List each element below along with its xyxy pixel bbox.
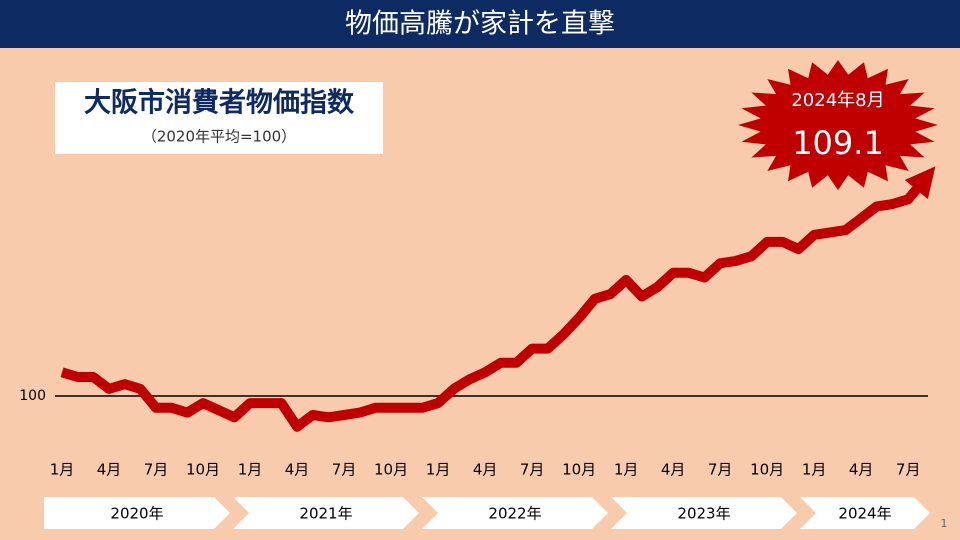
year-label: 2024年 xyxy=(838,505,891,523)
x-tick-label: 10月 xyxy=(750,461,784,479)
year-label: 2020年 xyxy=(110,505,163,523)
year-arrow xyxy=(233,497,419,529)
header-bar xyxy=(0,0,960,48)
data-line xyxy=(60,166,936,432)
x-tick-label: 4月 xyxy=(97,461,122,479)
chart-title: 大阪市消費者物価指数 xyxy=(84,87,355,119)
year-label: 2023年 xyxy=(677,505,730,523)
y-tick-label: 100 xyxy=(19,388,46,404)
x-tick-label: 4月 xyxy=(661,461,686,479)
x-tick-label: 10月 xyxy=(562,461,596,479)
x-tick-label: 10月 xyxy=(186,461,220,479)
year-label: 2022年 xyxy=(488,505,541,523)
year-label: 2021年 xyxy=(299,505,352,523)
x-tick-label: 4月 xyxy=(849,461,874,479)
x-tick-label: 1月 xyxy=(426,461,451,479)
value-label: 109.1 xyxy=(792,124,884,162)
year-arrow xyxy=(800,497,930,529)
x-tick-label: 7月 xyxy=(332,461,357,479)
year-arrow xyxy=(422,497,608,529)
callout-burst xyxy=(738,60,938,190)
x-tick-label: 7月 xyxy=(144,461,169,479)
x-tick-label: 1月 xyxy=(802,461,827,479)
x-tick-label: 7月 xyxy=(896,461,921,479)
x-tick-label: 1月 xyxy=(238,461,263,479)
x-tick-label: 10月 xyxy=(374,461,408,479)
title-box xyxy=(55,82,383,154)
x-tick-label: 1月 xyxy=(50,461,75,479)
callout-label: 2024年8月 xyxy=(791,90,884,111)
page-number: 1 xyxy=(941,517,948,530)
year-arrow xyxy=(44,497,230,529)
x-tick-label: 4月 xyxy=(473,461,498,479)
header-title: 物価高騰が家計を直撃 xyxy=(345,9,615,40)
year-arrow xyxy=(611,497,797,529)
x-tick-label: 7月 xyxy=(708,461,733,479)
x-tick-label: 4月 xyxy=(285,461,310,479)
chart-subtitle: （2020年平均=100） xyxy=(142,128,296,146)
x-tick-label: 7月 xyxy=(520,461,545,479)
x-tick-label: 1月 xyxy=(614,461,639,479)
